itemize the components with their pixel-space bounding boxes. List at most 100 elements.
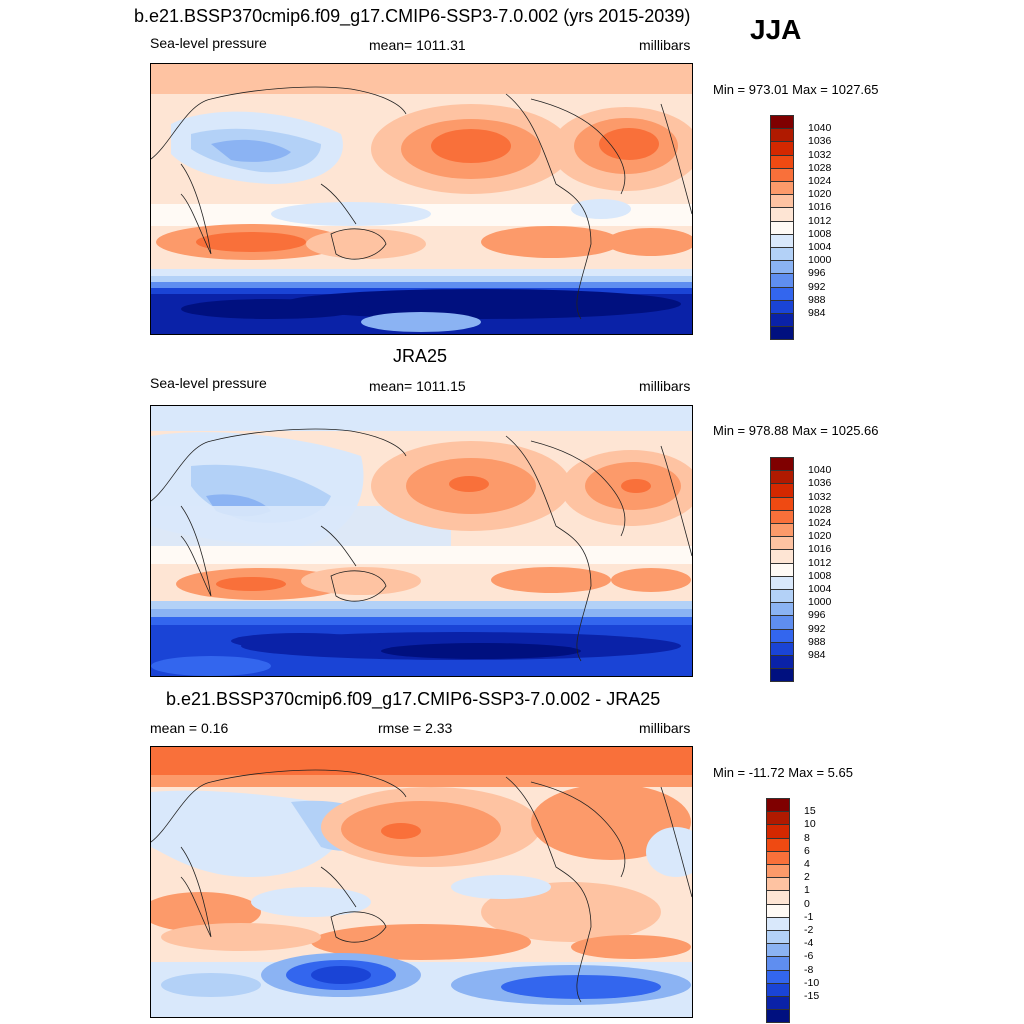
colorbar-tick-label: 10: [804, 818, 816, 831]
colorbar-swatch: [766, 903, 790, 918]
colorbar-swatch: [766, 969, 790, 984]
colorbar-tick-label: 1008: [808, 227, 832, 240]
panel-2-units-label: millibars: [639, 378, 691, 394]
colorbar-swatch: [770, 470, 794, 485]
panel-3-units-label: millibars: [639, 720, 691, 736]
colorbar-swatch: [770, 115, 794, 130]
colorbar-swatch: [770, 641, 794, 656]
colorbar-tick-label: 1040: [808, 122, 832, 135]
panel-3-mean-label: mean = 0.16: [150, 720, 229, 736]
colorbar-tick-label: 6: [804, 844, 810, 857]
colorbar-swatch: [770, 313, 794, 328]
colorbar-swatch: [770, 260, 794, 275]
colorbar-swatch: [770, 273, 794, 288]
colorbar-swatch: [770, 589, 794, 604]
colorbar-swatch: [770, 668, 794, 683]
slp-obs-contour-map: [151, 406, 692, 676]
colorbar-swatch: [766, 930, 790, 945]
colorbar-tick-label: 1008: [808, 569, 832, 582]
colorbar-tick-label: 8: [804, 831, 810, 844]
panel-1-units-label: millibars: [639, 37, 691, 53]
colorbar-tick-label: 1000: [808, 254, 832, 267]
panel-2-minmax: Min = 978.88 Max = 1025.66: [713, 423, 879, 438]
colorbar-tick-label: -10: [804, 976, 820, 989]
colorbar-swatch: [770, 286, 794, 301]
colorbar-swatch: [766, 877, 790, 892]
colorbar-swatch: [770, 220, 794, 235]
colorbar-swatch: [766, 916, 790, 931]
colorbar-swatch: [770, 575, 794, 590]
colorbar-swatch: [770, 509, 794, 524]
colorbar-tick-label: -1: [804, 910, 814, 923]
colorbar-tick-label: 1016: [808, 201, 832, 214]
panel-3-map: [150, 746, 693, 1018]
colorbar-tick-label: 2: [804, 871, 810, 884]
colorbar-tick-label: -4: [804, 937, 814, 950]
panel-3-title: b.e21.BSSP370cmip6.f09_g17.CMIP6-SSP3-7.…: [166, 689, 661, 709]
colorbar-tick-label: 996: [808, 267, 826, 280]
colorbar-swatch: [766, 824, 790, 839]
colorbar-tick-label: 996: [808, 609, 826, 622]
panel-2-title: JRA25: [393, 346, 448, 366]
colorbar-tick-label: 992: [808, 280, 826, 293]
panel-2-mean-label: mean= 1011.15: [369, 378, 466, 394]
colorbar-swatch: [770, 628, 794, 643]
colorbar-tick-label: -15: [804, 990, 820, 1002]
colorbar-tick-label: 1036: [808, 477, 832, 490]
colorbar-swatch: [770, 523, 794, 538]
colorbar-tick-label: 0: [804, 897, 810, 910]
colorbar-swatch: [766, 864, 790, 879]
colorbar-tick-label: 984: [808, 307, 826, 319]
colorbar-swatch: [770, 247, 794, 262]
colorbar-tick-label: 1004: [808, 583, 832, 595]
slp-diff-contour-map: [151, 747, 692, 1017]
colorbar-swatch: [770, 233, 794, 248]
colorbar-swatch: [770, 326, 794, 341]
colorbar-swatch: [770, 181, 794, 196]
colorbar-swatch: [766, 1009, 790, 1024]
colorbar-tick-label: 1020: [808, 188, 832, 201]
colorbar-tick-label: -6: [804, 950, 814, 963]
colorbar-tick-label: 1000: [808, 596, 832, 609]
colorbar-swatch: [766, 943, 790, 958]
colorbar-swatch: [770, 128, 794, 143]
colorbar-swatch: [770, 154, 794, 169]
slp-model-contour-map: [151, 64, 692, 334]
colorbar-swatch: [766, 798, 790, 813]
colorbar-swatch: [766, 956, 790, 971]
colorbar-tick-label: 1012: [808, 214, 832, 227]
panel-1-map: [150, 63, 693, 335]
colorbar-tick-label: 1040: [808, 464, 832, 477]
colorbar-swatch: [770, 207, 794, 222]
colorbar-tick-label: 1012: [808, 556, 832, 569]
colorbar-swatch: [770, 562, 794, 577]
colorbar-tick-label: 1: [804, 884, 810, 897]
colorbar-swatch: [766, 837, 790, 852]
colorbar-swatch: [770, 655, 794, 670]
colorbar-swatch: [766, 811, 790, 826]
colorbar-swatch: [770, 615, 794, 630]
colorbar-tick-label: 1028: [808, 161, 832, 174]
colorbar-tick-label: 1004: [808, 241, 832, 253]
colorbar-swatch: [770, 457, 794, 472]
colorbar-tick-label: 1024: [808, 517, 832, 529]
colorbar-swatch: [766, 850, 790, 865]
colorbar-swatch: [766, 982, 790, 997]
panel-2-map: [150, 405, 693, 677]
panel-3-colorbar: 15 10 8 6 4 2 1 0 -1 -2 -4 -6 -8 -10 -15: [766, 798, 886, 1024]
panel-2-colorbar: 1040 1036 1032 1028 1024 1020 1016 1012 1008 1004…: [770, 457, 890, 683]
colorbar-swatch: [770, 141, 794, 156]
panel-1-mean-label: mean= 1011.31: [369, 37, 466, 53]
colorbar-swatch: [770, 536, 794, 551]
colorbar-tick-label: 992: [808, 622, 826, 635]
panel-1-colorbar: 1040 1036 1032 1028 1024 1020 1016 1012 1008 1004…: [770, 115, 890, 341]
colorbar-swatch: [770, 194, 794, 209]
colorbar-swatch: [770, 496, 794, 511]
colorbar-swatch: [770, 483, 794, 498]
colorbar-swatch: [770, 299, 794, 314]
colorbar-tick-label: 1032: [808, 148, 832, 161]
colorbar-tick-label: -2: [804, 924, 814, 936]
colorbar-swatch: [770, 602, 794, 617]
colorbar-tick-label: 1016: [808, 543, 832, 556]
panel-1-title: b.e21.BSSP370cmip6.f09_g17.CMIP6-SSP3-7.…: [134, 6, 691, 26]
